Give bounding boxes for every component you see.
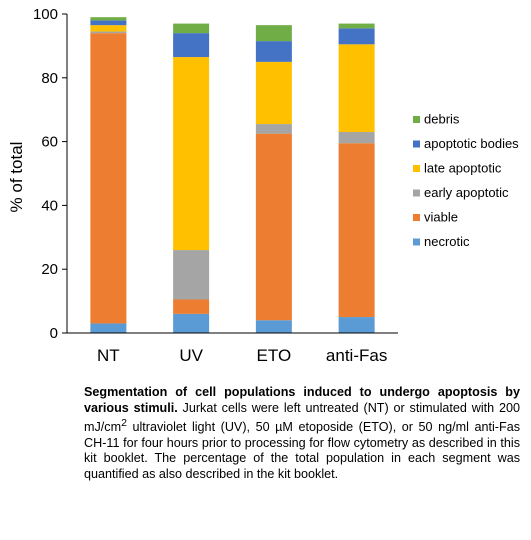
- figure-caption: Segmentation of cell populations induced…: [84, 385, 520, 482]
- bar-anti-fas-necrotic: [338, 317, 375, 333]
- bar-uv-early-apoptotic: [173, 250, 210, 300]
- caption-text-part-1: Jurkat cells were left untreated (NT) or…: [84, 400, 520, 435]
- legend-swatch-apoptotic-bodies: [413, 140, 420, 148]
- caption-superscript: 2: [121, 417, 127, 429]
- legend-swatch-late-apoptotic: [413, 165, 420, 172]
- bar-nt-necrotic: [90, 323, 127, 333]
- y-tick-label-60: 60: [41, 134, 58, 151]
- bar-nt-viable: [90, 33, 127, 324]
- legend-label-late-apoptotic: late apoptotic: [424, 161, 502, 176]
- x-tick-label-anti-fas: anti-Fas: [326, 346, 387, 365]
- y-tick-label-100: 100: [33, 6, 58, 23]
- bar-uv-apoptotic-bodies: [173, 33, 210, 58]
- bar-anti-fas-late-apoptotic: [338, 44, 375, 133]
- caption-text-part-2: ultraviolet light (UV), 50 µM etoposide …: [84, 420, 520, 481]
- bar-eto-apoptotic-bodies: [255, 41, 292, 62]
- bar-uv-necrotic: [173, 313, 210, 333]
- legend-swatch-necrotic: [413, 238, 420, 246]
- bar-uv-debris: [173, 23, 210, 34]
- bar-nt-apoptotic-bodies: [90, 20, 127, 26]
- x-tick-label-eto: ETO: [257, 346, 292, 365]
- legend-label-viable: viable: [424, 210, 458, 225]
- y-tick-label-20: 20: [41, 261, 58, 278]
- legend-label-apoptotic-bodies: apoptotic bodies: [424, 136, 519, 151]
- bar-nt-late-apoptotic: [90, 25, 127, 32]
- legend-swatch-debris: [413, 116, 420, 123]
- legend-label-early-apoptotic: early apoptotic: [424, 185, 509, 200]
- bar-anti-fas-viable: [338, 143, 375, 318]
- legend-swatch-viable: [413, 214, 420, 221]
- bar-anti-fas-early-apoptotic: [338, 132, 375, 144]
- legend: debris apoptotic bodies late apoptotic earl…: [413, 112, 519, 249]
- bar-eto-debris: [255, 25, 292, 42]
- y-tick-label-80: 80: [41, 70, 58, 87]
- y-tick-label-40: 40: [41, 197, 58, 214]
- bar-eto-late-apoptotic: [255, 61, 292, 125]
- legend-label-debris: debris: [424, 112, 460, 127]
- bars: [90, 17, 375, 333]
- bar-eto-viable: [255, 133, 292, 321]
- bar-eto-early-apoptotic: [255, 124, 292, 134]
- bar-nt-debris: [90, 17, 127, 21]
- y-tick-label-0: 0: [50, 325, 58, 342]
- bar-uv-viable: [173, 299, 210, 314]
- x-tick-label-uv: UV: [179, 346, 203, 365]
- bar-nt-early-apoptotic: [90, 31, 127, 34]
- caption-title: Segmentation of cell populations induced…: [84, 385, 520, 415]
- bar-uv-late-apoptotic: [173, 57, 210, 251]
- x-tick-label-nt: NT: [97, 346, 120, 365]
- legend-swatch-early-apoptotic: [413, 189, 420, 197]
- x-axis: NT UV ETO anti-Fas: [67, 332, 398, 365]
- y-axis: 0 20 40 60 80 100: [33, 6, 68, 342]
- bar-anti-fas-debris: [338, 23, 375, 29]
- legend-label-necrotic: necrotic: [424, 234, 470, 249]
- bar-eto-necrotic: [255, 320, 292, 333]
- bar-anti-fas-apoptotic-bodies: [338, 28, 375, 45]
- y-axis-label: % of total: [7, 142, 26, 213]
